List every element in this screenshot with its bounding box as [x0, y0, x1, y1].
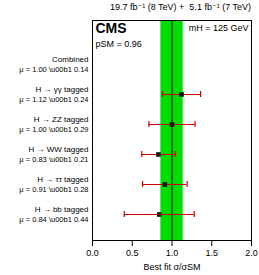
- svg-text:mH = 125 GeV: mH = 125 GeV: [189, 23, 249, 33]
- svg-text:H → WW tagged: H → WW tagged: [28, 145, 88, 154]
- svg-text:μ = 1.12 \u00b1 0.24: μ = 1.12 \u00b1 0.24: [19, 95, 88, 104]
- svg-text:H → γγ tagged: H → γγ tagged: [36, 85, 89, 94]
- svg-text:Combined: Combined: [52, 55, 88, 64]
- svg-text:0.5: 0.5: [126, 248, 139, 258]
- svg-text:μ = 0.84 \u00b1 0.44: μ = 0.84 \u00b1 0.44: [19, 215, 88, 224]
- svg-text:μ = 0.83 \u00b1 0.21: μ = 0.83 \u00b1 0.21: [19, 155, 88, 164]
- svg-text:1.5: 1.5: [205, 248, 218, 258]
- svg-text:0.0: 0.0: [86, 248, 99, 258]
- svg-text:μ = 1.00 \u00b1 0.14: μ = 1.00 \u00b1 0.14: [19, 65, 88, 74]
- svg-text:μ = 1.00 \u00b1 0.29: μ = 1.00 \u00b1 0.29: [19, 125, 88, 134]
- svg-text:H → bb tagged: H → bb tagged: [35, 205, 89, 214]
- svg-text:μ = 0.91 \u00b1 0.28: μ = 0.91 \u00b1 0.28: [19, 185, 88, 194]
- svg-text:Best fit σ/σSM: Best fit σ/σSM: [143, 262, 200, 272]
- svg-text:1.0: 1.0: [166, 248, 179, 258]
- svg-text:pSM = 0.96: pSM = 0.96: [96, 39, 142, 49]
- svg-text:H → ZZ tagged: H → ZZ tagged: [34, 115, 89, 124]
- svg-text:CMS: CMS: [96, 20, 127, 36]
- svg-text:H → ττ tagged: H → ττ tagged: [37, 175, 88, 184]
- html-text:19.7 fb⁻¹ (8 TeV) + 5.1 fb⁻¹ (: 19.7 fb⁻¹ (8 TeV) + 5.1 fb⁻¹ (7 TeV): [110, 2, 251, 12]
- svg-text:2.0: 2.0: [245, 248, 258, 258]
